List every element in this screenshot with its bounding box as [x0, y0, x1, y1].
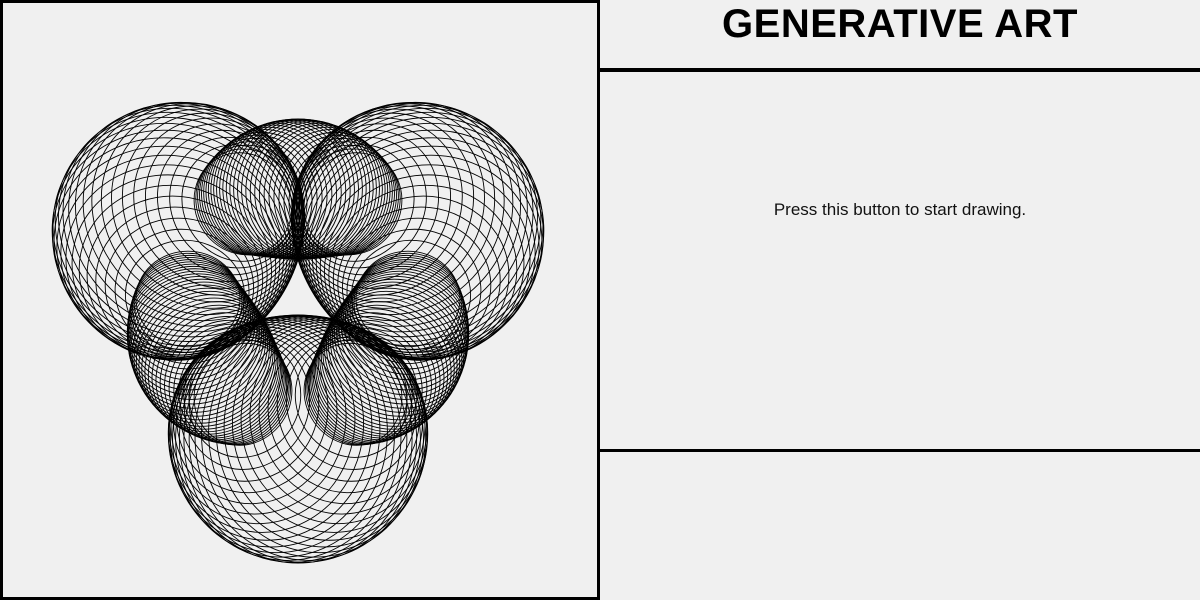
control-panel: Press this button to start drawing.: [600, 72, 1200, 452]
pattern-circle: [293, 104, 534, 338]
pattern-circle: [258, 124, 383, 259]
pattern-circle: [297, 129, 439, 276]
pattern-circle: [193, 152, 293, 256]
pattern-circle: [315, 308, 445, 437]
pattern-circle: [52, 129, 291, 356]
pattern-circle: [254, 122, 380, 259]
pattern-circle: [201, 315, 424, 558]
pattern-circle: [176, 331, 329, 494]
pattern-circle: [130, 281, 269, 413]
pattern-circle: [285, 337, 413, 470]
pattern-circle: [294, 339, 408, 458]
pattern-circle: [267, 331, 420, 494]
pattern-circle: [126, 270, 260, 396]
pattern-circle: [127, 273, 263, 400]
generative-artwork: [51, 101, 545, 564]
pattern-circle: [316, 304, 449, 435]
pattern-circle: [268, 129, 389, 258]
pattern-circle: [53, 137, 288, 358]
pattern-circle: [208, 317, 427, 554]
pattern-circle: [295, 107, 538, 342]
lower-panel: [600, 452, 1200, 600]
pattern-circle: [175, 315, 402, 561]
pattern-circle: [178, 314, 408, 563]
header: GENERATIVE ART: [600, 0, 1200, 72]
pattern-circle: [292, 102, 528, 333]
circle-pattern: [51, 101, 545, 564]
pattern-circle: [168, 323, 356, 525]
pattern-circle: [291, 101, 522, 327]
pattern-circle: [283, 137, 395, 257]
pattern-circle: [111, 108, 305, 303]
pattern-circle: [303, 152, 403, 256]
pattern-circle: [293, 117, 463, 289]
pattern-circle: [258, 328, 424, 505]
pattern-circle: [291, 102, 514, 322]
pattern-circle: [273, 131, 391, 257]
pattern-circle: [319, 297, 455, 430]
pattern-circle: [245, 120, 374, 260]
pattern-circle: [241, 119, 371, 260]
pattern-circle: [169, 136, 297, 269]
pattern-circle: [288, 141, 397, 256]
pattern-circle: [130, 257, 247, 364]
pattern-circle: [337, 206, 501, 358]
pattern-circle: [307, 331, 418, 445]
pattern-circle: [58, 107, 301, 342]
pattern-circle: [168, 323, 286, 443]
pattern-circle: [183, 337, 311, 470]
page-title: GENERATIVE ART: [722, 2, 1078, 46]
start-drawing-instruction: Press this button to start drawing.: [773, 200, 1027, 219]
pattern-circle: [95, 206, 259, 358]
pattern-circle: [144, 123, 301, 283]
pattern-circle: [320, 294, 458, 427]
pattern-circle: [193, 342, 293, 446]
pattern-circle: [203, 134, 318, 257]
pattern-circle: [127, 265, 256, 386]
pattern-circle: [295, 123, 452, 283]
pattern-circle: [128, 278, 267, 409]
pattern-circle: [86, 195, 264, 359]
pattern-circle: [62, 104, 303, 338]
pattern-circle: [345, 261, 468, 375]
pattern-circle: [290, 103, 505, 316]
pattern-circle: [188, 339, 302, 458]
drawing-canvas[interactable]: [0, 0, 600, 600]
